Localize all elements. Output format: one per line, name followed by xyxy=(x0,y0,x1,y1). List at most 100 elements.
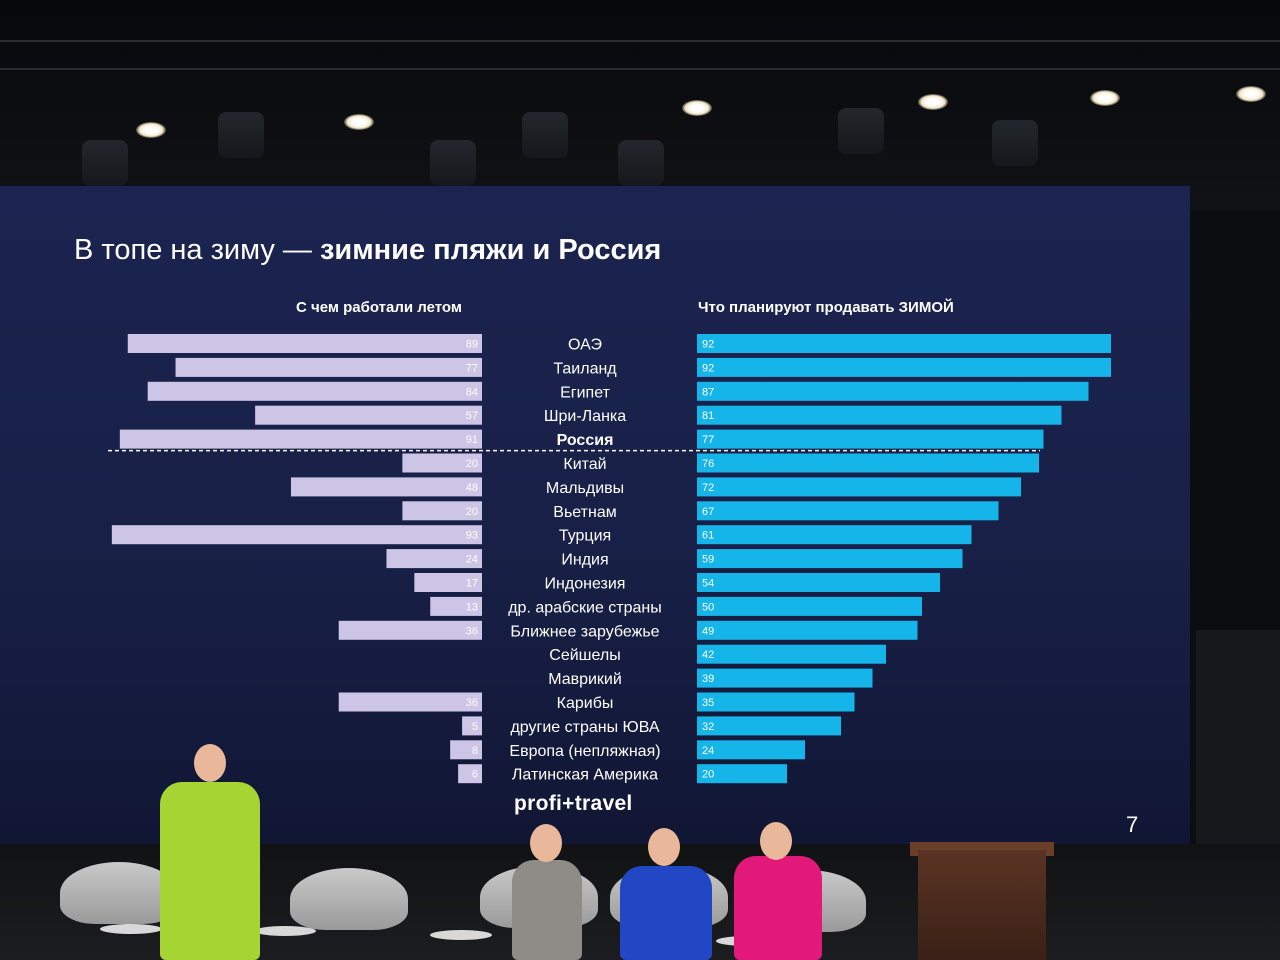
venue-ceiling xyxy=(0,0,1280,210)
summer-bar-value: 13 xyxy=(466,601,478,613)
summer-bar xyxy=(290,477,482,497)
winter-bar-value: 87 xyxy=(702,386,714,398)
winter-bar xyxy=(697,381,1089,401)
winter-bar xyxy=(697,501,999,521)
winter-bar xyxy=(697,549,963,569)
winter-bar-value: 92 xyxy=(702,339,714,351)
summer-bar-value: 48 xyxy=(466,482,478,494)
winter-bar xyxy=(697,620,918,640)
stage-light-fixture xyxy=(430,140,476,186)
side-table xyxy=(100,924,162,934)
winter-bar xyxy=(697,573,940,592)
category-label: Латинская Америка xyxy=(512,767,658,784)
panelist xyxy=(620,866,712,960)
stage-light xyxy=(136,122,166,138)
summer-bar-value: 77 xyxy=(466,362,478,374)
summer-bar-value: 57 xyxy=(466,410,478,422)
winter-bar xyxy=(697,357,1111,377)
side-table xyxy=(254,926,316,936)
winter-bar xyxy=(697,334,1111,353)
category-label: другие страны ЮВА xyxy=(510,719,659,736)
summer-bar-value: 5 xyxy=(472,721,478,733)
summer-bar xyxy=(338,620,482,640)
stage-light xyxy=(918,94,948,110)
summer-bar xyxy=(147,381,482,401)
summer-bar xyxy=(338,692,482,712)
summer-bar xyxy=(175,357,483,377)
summer-bar-value: 20 xyxy=(466,458,478,470)
stage-light-fixture xyxy=(618,140,664,186)
ceiling-truss xyxy=(0,40,1280,42)
summer-bar-value: 84 xyxy=(466,386,478,398)
ceiling-truss xyxy=(0,68,1280,70)
winter-bar xyxy=(697,692,855,712)
summer-bar-value: 89 xyxy=(466,339,478,351)
summer-bar-value: 24 xyxy=(466,554,478,566)
speaker-head xyxy=(194,744,226,782)
summer-bar-value: 20 xyxy=(466,506,478,518)
category-label: Карибы xyxy=(557,695,614,712)
winter-bar-value: 72 xyxy=(702,482,714,494)
category-label: Китай xyxy=(563,456,606,473)
slide-title: В топе на зиму — зимние пляжи и Россия xyxy=(74,234,661,267)
summer-bar xyxy=(462,716,482,736)
panelist-head xyxy=(648,828,680,866)
winter-bar-value: 92 xyxy=(702,362,714,374)
winter-bar xyxy=(697,668,873,688)
winter-bar-value: 50 xyxy=(702,601,714,613)
slide-title-bold: зимние пляжи и Россия xyxy=(319,234,662,266)
slide-page-number: 7 xyxy=(1126,812,1139,837)
summer-bar xyxy=(430,596,482,616)
stage-light-fixture xyxy=(218,112,264,158)
category-label: Ближнее зарубежье xyxy=(510,623,659,640)
category-label: Турция xyxy=(559,528,611,545)
butterfly-bar-chart: 89 92 ОАЭ 77 92 Таиланд 84 87 Египет 57 81 Шри-Ланк… xyxy=(108,334,1111,784)
winter-bar-value: 20 xyxy=(702,769,714,781)
summer-bar-value: 6 xyxy=(472,769,478,781)
category-label: Маврикий xyxy=(548,671,622,688)
winter-bar xyxy=(697,740,805,760)
winter-bar-value: 67 xyxy=(702,506,714,518)
speaker-standing xyxy=(160,782,260,960)
summer-bar xyxy=(414,573,482,592)
summer-bar xyxy=(450,740,482,760)
winter-bar xyxy=(697,453,1039,473)
winter-bar-value: 24 xyxy=(702,745,714,757)
winter-bar-value: 59 xyxy=(702,554,714,566)
winter-bar xyxy=(697,429,1044,449)
panelist-head xyxy=(530,824,562,862)
winter-bar-value: 32 xyxy=(702,721,714,733)
winter-bar-value: 76 xyxy=(702,458,714,470)
winter-bar-value: 39 xyxy=(702,673,714,685)
category-label: Индонезия xyxy=(545,576,626,593)
stage-light xyxy=(1236,86,1266,102)
category-label: Таиланд xyxy=(553,360,617,377)
armchair xyxy=(60,862,178,924)
category-label: Европа (непляжная) xyxy=(509,743,660,760)
side-table xyxy=(430,930,492,940)
stage-light-fixture xyxy=(838,108,884,154)
stage-light xyxy=(1090,90,1120,106)
winter-bar-value: 61 xyxy=(702,530,714,542)
armchair xyxy=(290,868,408,930)
summer-bar-value: 17 xyxy=(466,578,478,590)
category-label: Шри-Ланка xyxy=(544,408,626,425)
category-label: Мальдивы xyxy=(546,480,624,497)
summer-bar-value: 93 xyxy=(466,530,478,542)
winter-bar-value: 42 xyxy=(702,649,714,661)
stage-light xyxy=(344,114,374,130)
summer-bar-value: 91 xyxy=(466,434,478,446)
category-label: Россия xyxy=(557,432,614,449)
summer-bar xyxy=(402,501,482,521)
summer-bar xyxy=(402,453,482,473)
summer-bar xyxy=(386,549,482,569)
summer-bar xyxy=(458,764,482,784)
panelist xyxy=(512,860,582,960)
winter-bar xyxy=(697,764,787,784)
category-label: Сейшелы xyxy=(549,647,620,664)
right-column-header: Что планируют продавать ЗИМОЙ xyxy=(698,299,954,316)
left-column-header: С чем работали летом xyxy=(296,299,462,316)
summer-bar xyxy=(119,429,482,449)
winter-bar xyxy=(697,405,1062,425)
category-label: Индия xyxy=(561,552,608,569)
